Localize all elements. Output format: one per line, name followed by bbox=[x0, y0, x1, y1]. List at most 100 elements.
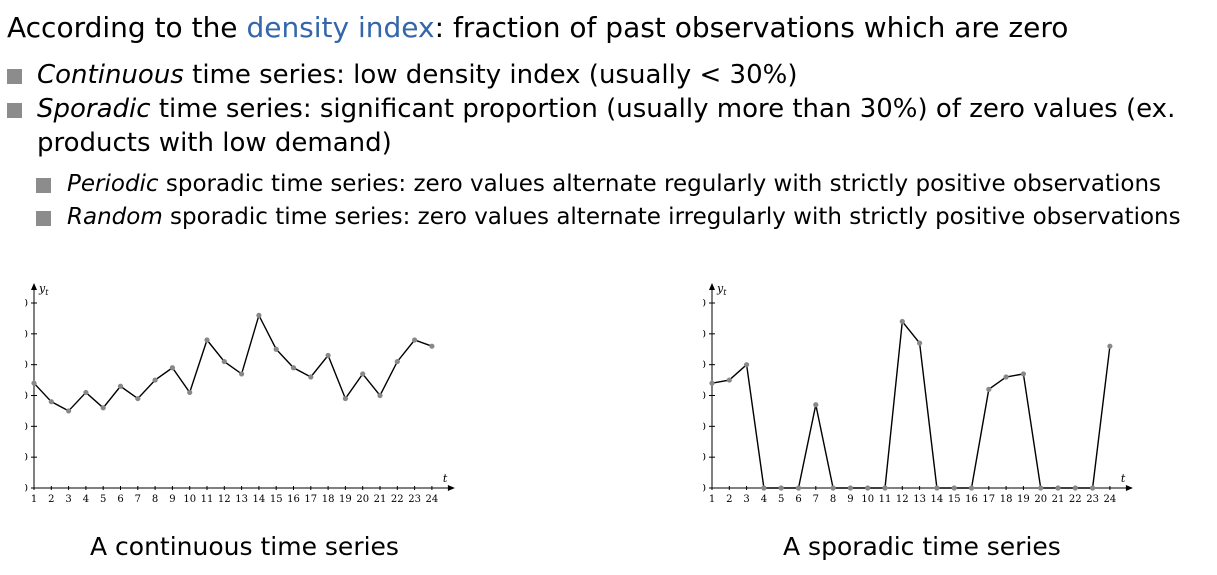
data-point bbox=[394, 358, 400, 365]
data-point bbox=[308, 374, 314, 380]
x-tick-label: 19 bbox=[1017, 494, 1030, 505]
bullet-text: time series: low density index (usually … bbox=[183, 60, 798, 90]
data-point bbox=[117, 383, 124, 389]
heading-highlight: density index bbox=[246, 11, 435, 44]
x-tick-label: 11 bbox=[879, 494, 892, 505]
y-tick-label: 30 bbox=[703, 391, 706, 402]
slide-heading: According to the density index: fraction… bbox=[7, 11, 1068, 45]
x-tick-label: 21 bbox=[1052, 494, 1065, 505]
bullet-marker bbox=[7, 69, 22, 84]
x-tick-label: 15 bbox=[948, 494, 961, 505]
x-tick-label: 1 bbox=[709, 494, 715, 505]
continuous-series-chart: ytt0102030405060123456789101112131415161… bbox=[25, 282, 455, 505]
caption-continuous: A continuous time series bbox=[90, 532, 399, 561]
x-tick-label: 10 bbox=[861, 494, 874, 505]
x-tick-label: 7 bbox=[135, 494, 141, 505]
x-tick-label: 1 bbox=[31, 494, 37, 505]
heading-suffix: : fraction of past observations which ar… bbox=[434, 11, 1069, 44]
x-tick-label: 12 bbox=[896, 494, 909, 505]
x-tick-label: 22 bbox=[1069, 494, 1082, 505]
data-point bbox=[934, 485, 940, 491]
series-line bbox=[33, 313, 433, 412]
y-tick-label: 40 bbox=[25, 360, 28, 371]
data-point bbox=[204, 337, 210, 343]
y-tick-label: 60 bbox=[703, 299, 706, 310]
data-point bbox=[256, 312, 262, 318]
data-point bbox=[412, 337, 418, 343]
x-tick-label: 2 bbox=[48, 494, 54, 505]
x-tick-label: 12 bbox=[218, 494, 231, 505]
x-tick-label: 24 bbox=[426, 494, 439, 505]
x-axis-label: t bbox=[443, 472, 448, 485]
x-tick-label: 16 bbox=[965, 494, 978, 505]
x-tick-label: 2 bbox=[726, 494, 732, 505]
heading-prefix: According to the bbox=[7, 11, 247, 44]
x-tick-label: 18 bbox=[322, 494, 335, 505]
x-tick-label: 6 bbox=[795, 494, 801, 505]
data-point bbox=[986, 386, 992, 392]
data-point bbox=[48, 399, 54, 405]
x-tick-label: 5 bbox=[778, 494, 784, 505]
y-tick-label: 20 bbox=[25, 422, 28, 433]
x-tick-label: 8 bbox=[830, 494, 836, 505]
data-point bbox=[1072, 485, 1078, 491]
data-point bbox=[899, 318, 905, 325]
sporadic-series-chart: ytt0102030405060123456789101112131415161… bbox=[703, 282, 1133, 505]
x-tick-label: 17 bbox=[982, 494, 995, 505]
sub-bullet-marker bbox=[36, 211, 51, 226]
x-tick-label: 19 bbox=[339, 494, 352, 505]
data-point bbox=[429, 343, 435, 349]
data-point bbox=[795, 485, 802, 491]
data-point bbox=[847, 485, 853, 491]
data-point bbox=[360, 371, 366, 377]
x-tick-label: 3 bbox=[65, 494, 71, 505]
data-point bbox=[377, 392, 383, 399]
sub-bullet-text: sporadic time series: zero values altern… bbox=[158, 171, 1162, 197]
x-tick-label: 8 bbox=[152, 494, 158, 505]
data-point bbox=[1038, 485, 1044, 491]
data-point bbox=[1003, 374, 1009, 380]
data-point bbox=[31, 380, 37, 386]
bullet-marker bbox=[7, 103, 22, 118]
y-tick-label: 50 bbox=[703, 329, 706, 340]
data-point bbox=[744, 362, 750, 368]
data-point bbox=[761, 485, 767, 491]
series-line bbox=[711, 319, 1111, 489]
y-tick-label: 10 bbox=[25, 453, 28, 464]
y-axis-label: yt bbox=[716, 282, 727, 297]
sub-bullet-marker bbox=[36, 178, 51, 193]
x-tick-label: 6 bbox=[117, 494, 123, 505]
data-point bbox=[951, 485, 957, 491]
data-point bbox=[968, 485, 975, 491]
x-tick-label: 22 bbox=[391, 494, 404, 505]
data-point bbox=[325, 352, 331, 359]
x-axis-label: t bbox=[1121, 472, 1126, 485]
x-tick-label: 16 bbox=[287, 494, 300, 505]
data-point bbox=[169, 365, 175, 371]
x-tick-label: 9 bbox=[847, 494, 853, 505]
x-tick-label: 14 bbox=[253, 494, 266, 505]
data-point bbox=[1107, 343, 1113, 349]
data-point bbox=[152, 377, 158, 383]
data-point bbox=[882, 485, 888, 491]
bullet-sporadic-continued: products with low demand) bbox=[37, 128, 392, 158]
x-tick-label: 13 bbox=[235, 494, 248, 505]
x-axis-arrow bbox=[1125, 485, 1133, 491]
x-tick-label: 4 bbox=[83, 494, 89, 505]
y-tick-label: 50 bbox=[25, 329, 28, 340]
y-tick-label: 40 bbox=[703, 360, 706, 371]
x-tick-label: 18 bbox=[1000, 494, 1013, 505]
data-point bbox=[342, 395, 348, 402]
data-point bbox=[830, 485, 836, 491]
x-tick-label: 24 bbox=[1104, 494, 1117, 505]
data-point bbox=[865, 485, 871, 491]
data-point bbox=[100, 405, 106, 411]
data-point bbox=[221, 358, 227, 365]
y-tick-label: 10 bbox=[703, 453, 706, 464]
data-point bbox=[66, 408, 72, 414]
bullet-text: time series: significant proportion (usu… bbox=[150, 94, 1176, 124]
data-point bbox=[778, 485, 784, 491]
data-point bbox=[1090, 485, 1096, 491]
x-tick-label: 21 bbox=[374, 494, 387, 505]
data-point bbox=[1020, 371, 1026, 377]
